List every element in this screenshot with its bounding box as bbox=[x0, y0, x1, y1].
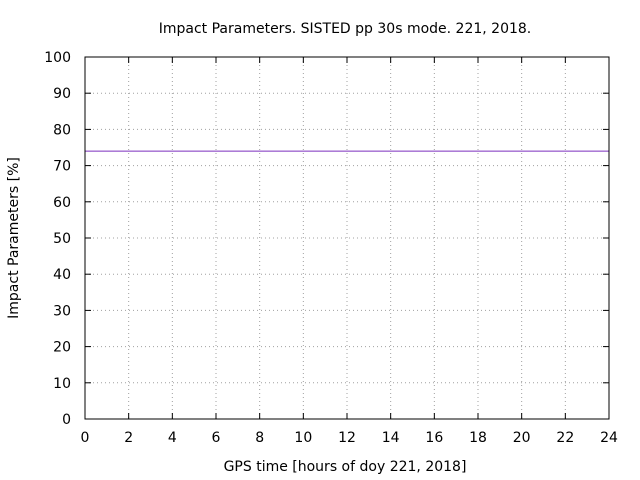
x-tick-label: 8 bbox=[255, 430, 264, 446]
chart-title: Impact Parameters. SISTED pp 30s mode. 2… bbox=[159, 21, 532, 37]
y-tick-label: 30 bbox=[53, 303, 71, 319]
x-tick-label: 2 bbox=[124, 430, 133, 446]
x-tick-label: 18 bbox=[469, 430, 487, 446]
y-tick-label: 70 bbox=[53, 159, 71, 175]
x-tick-label: 16 bbox=[425, 430, 443, 446]
grid-lines bbox=[85, 57, 609, 419]
tick-marks bbox=[84, 56, 610, 420]
y-axis-tick-labels: 0 10 20 30 40 50 60 70 80 90 100 bbox=[44, 50, 71, 428]
x-tick-label: 12 bbox=[338, 430, 356, 446]
x-tick-label: 10 bbox=[294, 430, 312, 446]
y-tick-label: 60 bbox=[53, 195, 71, 211]
x-tick-label: 22 bbox=[556, 430, 574, 446]
x-tick-label: 0 bbox=[81, 430, 90, 446]
y-axis-title: Impact Parameters [%] bbox=[6, 157, 22, 319]
y-tick-label: 10 bbox=[53, 376, 71, 392]
x-tick-label: 20 bbox=[513, 430, 531, 446]
x-tick-label: 6 bbox=[212, 430, 221, 446]
y-tick-label: 80 bbox=[53, 122, 71, 138]
y-tick-label: 40 bbox=[53, 267, 71, 283]
y-tick-label: 20 bbox=[53, 340, 71, 356]
y-tick-label: 90 bbox=[53, 86, 71, 102]
x-axis-title: GPS time [hours of doy 221, 2018] bbox=[224, 459, 467, 475]
x-tick-label: 4 bbox=[168, 430, 177, 446]
x-tick-label: 24 bbox=[600, 430, 618, 446]
x-axis-tick-labels: 0 2 4 6 8 10 12 14 16 18 20 22 24 bbox=[81, 430, 618, 446]
y-tick-label: 50 bbox=[53, 231, 71, 247]
x-tick-label: 14 bbox=[382, 430, 400, 446]
y-tick-label: 100 bbox=[44, 50, 71, 66]
y-tick-label: 0 bbox=[62, 412, 71, 428]
